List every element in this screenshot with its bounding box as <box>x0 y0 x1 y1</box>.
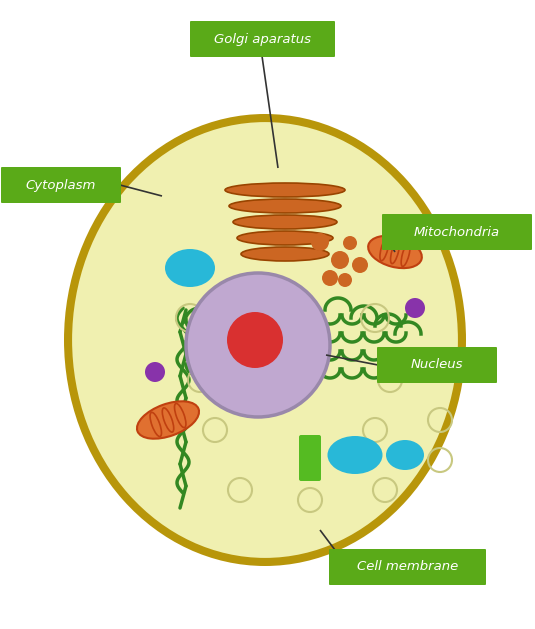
FancyBboxPatch shape <box>377 347 497 383</box>
Circle shape <box>343 236 357 250</box>
Text: Mitochondria: Mitochondria <box>414 226 500 238</box>
Circle shape <box>338 273 352 287</box>
Circle shape <box>145 362 165 382</box>
Ellipse shape <box>327 436 383 474</box>
Ellipse shape <box>70 120 460 560</box>
Text: Nucleus: Nucleus <box>411 359 463 372</box>
Ellipse shape <box>237 231 333 245</box>
FancyBboxPatch shape <box>1 167 121 203</box>
FancyBboxPatch shape <box>299 435 321 481</box>
Ellipse shape <box>137 401 199 438</box>
Circle shape <box>352 257 368 273</box>
Ellipse shape <box>64 114 466 566</box>
Text: Cytoplasm: Cytoplasm <box>26 179 96 191</box>
Ellipse shape <box>368 236 422 268</box>
FancyBboxPatch shape <box>190 21 335 57</box>
Ellipse shape <box>165 249 215 287</box>
FancyBboxPatch shape <box>382 214 532 250</box>
Text: Cell membrane: Cell membrane <box>357 560 458 574</box>
Ellipse shape <box>386 440 424 470</box>
Text: Golgi aparatus: Golgi aparatus <box>214 33 311 45</box>
FancyBboxPatch shape <box>329 549 486 585</box>
Circle shape <box>227 312 283 368</box>
Circle shape <box>311 233 329 251</box>
Ellipse shape <box>241 247 329 261</box>
Circle shape <box>405 298 425 318</box>
Ellipse shape <box>233 215 337 229</box>
Circle shape <box>322 270 338 286</box>
Ellipse shape <box>229 199 341 213</box>
Ellipse shape <box>186 273 330 417</box>
Circle shape <box>331 251 349 269</box>
Ellipse shape <box>225 183 345 197</box>
